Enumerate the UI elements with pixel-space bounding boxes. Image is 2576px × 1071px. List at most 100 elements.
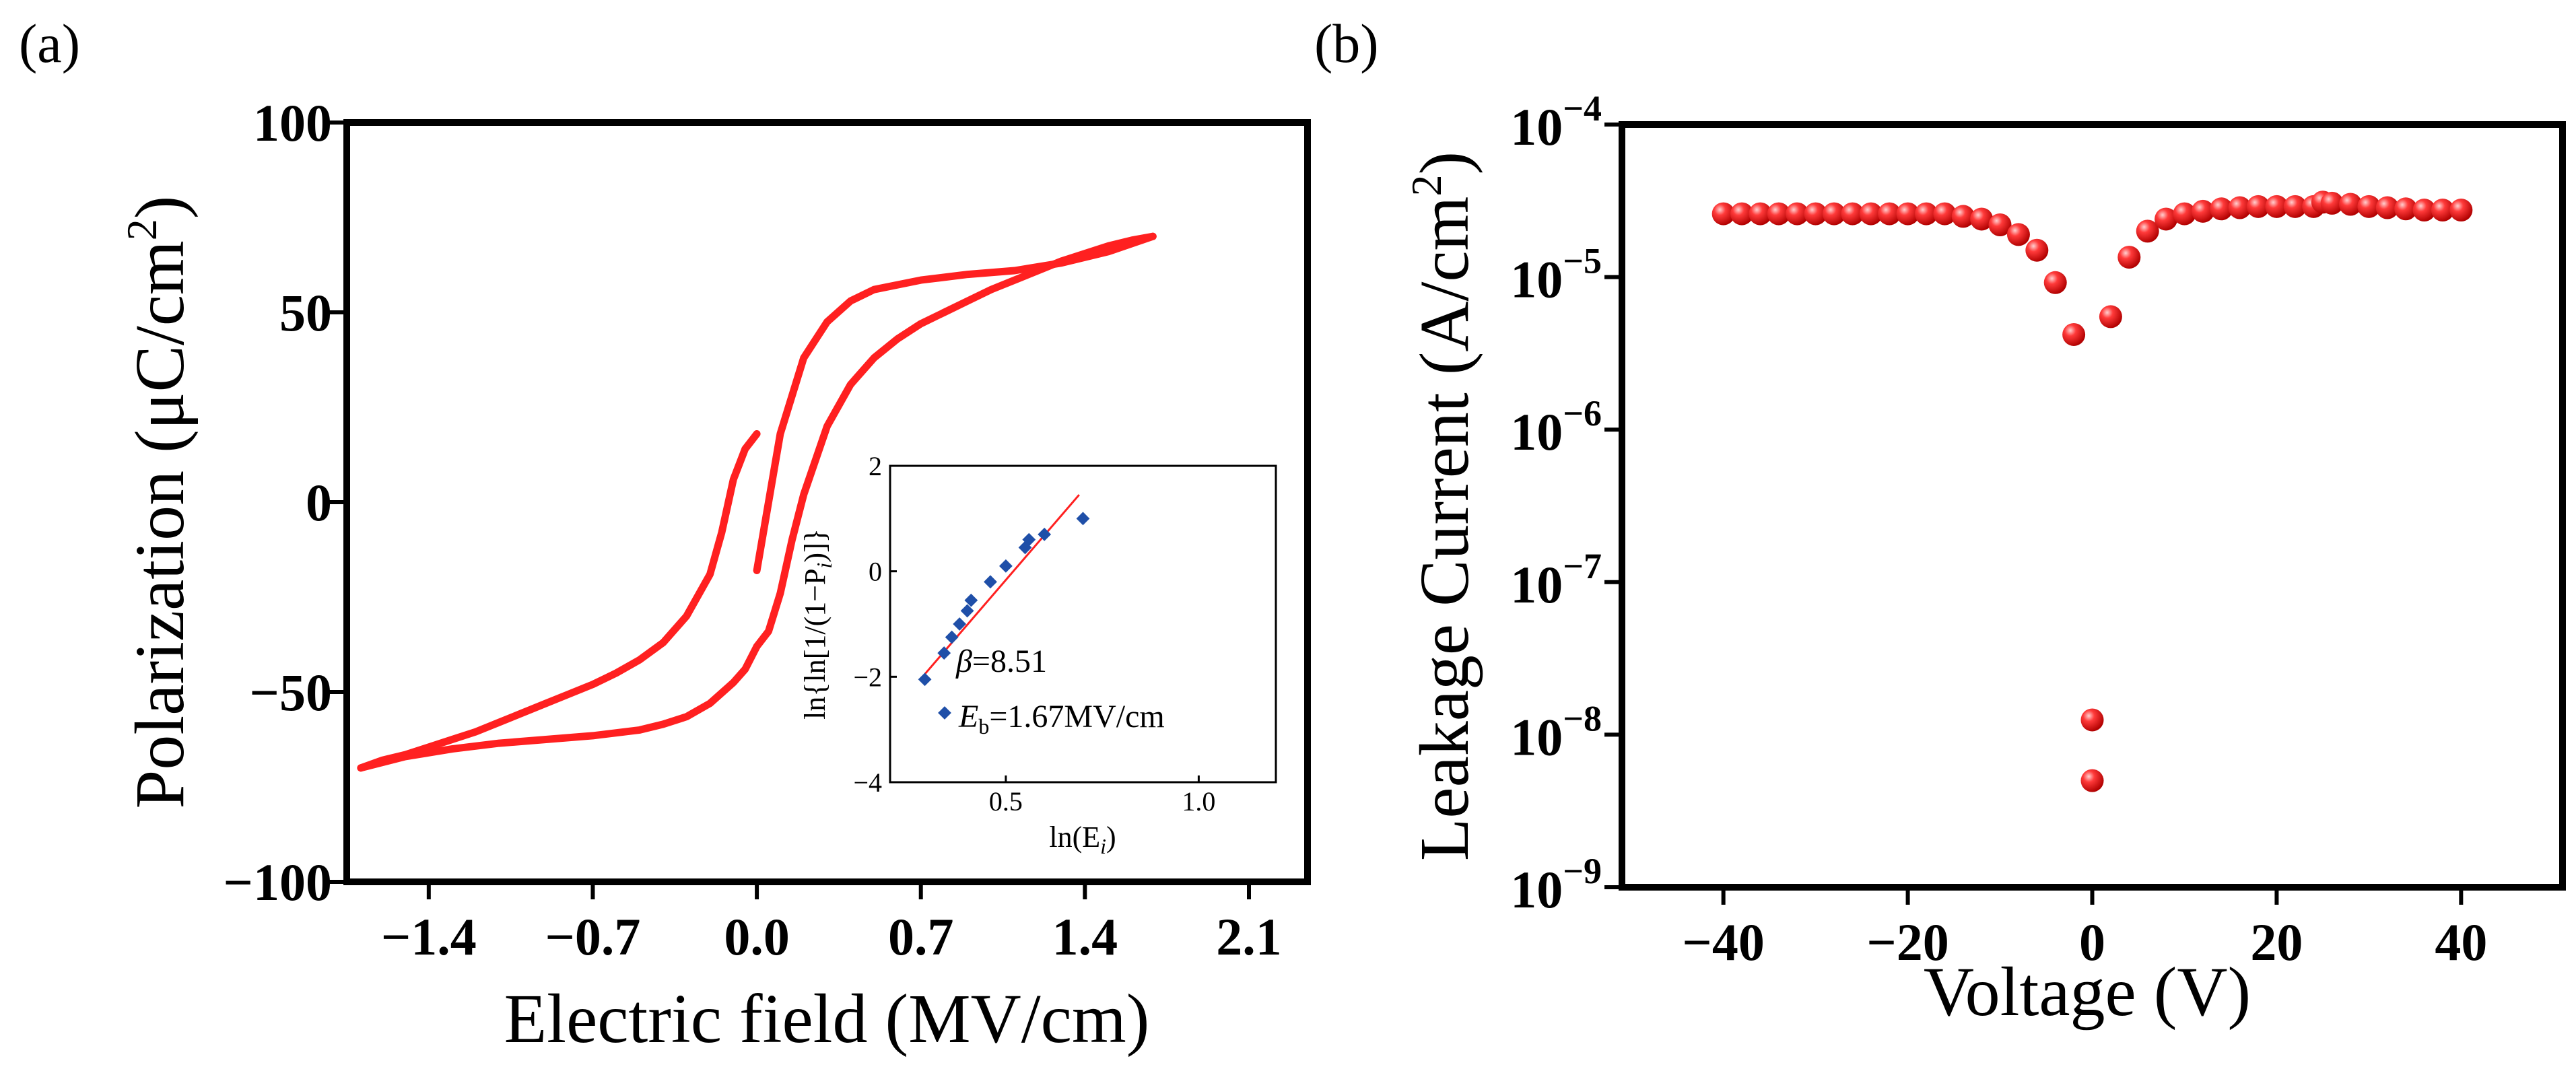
inset-weibull-plot: 0.5 1.0−4−202 β=8.51 Eb=1.67MV/cm ln(Ei) … xyxy=(799,451,1277,858)
leakage-data-point xyxy=(2173,202,2196,226)
hysteresis-branch-return-negative xyxy=(357,642,761,772)
inset-data-point xyxy=(1038,527,1052,541)
panel-a-y-axis-title: Polarization (μC/cm2) xyxy=(118,196,199,809)
x-tick-label: −0.7 xyxy=(545,907,640,966)
inset-y-tick-label: −4 xyxy=(853,767,882,798)
inset-eb-annotation: Eb=1.67MV/cm xyxy=(958,699,1165,738)
leakage-data-point xyxy=(2025,238,2049,262)
leakage-data-point xyxy=(1841,202,1864,226)
leakage-data-point xyxy=(2247,195,2270,218)
x-tick-label: −20 xyxy=(1866,913,1948,971)
leakage-data-point xyxy=(2357,195,2381,218)
x-tick-label: 20 xyxy=(2250,913,2303,971)
inset-marks xyxy=(918,494,1090,687)
panel-a-ticks: −1.4 −0.7 0.0 0.7 1.4 2.1 −100 −50 0 50 100 xyxy=(224,94,1282,966)
leakage-data-point xyxy=(2080,708,2104,732)
leakage-data-point xyxy=(2228,196,2251,219)
beta-symbol: β xyxy=(955,644,972,679)
leakage-data-point xyxy=(1823,202,1846,226)
leakage-data-point xyxy=(1988,213,2012,237)
panel-b-plot: −40 −20 0 20 40 10−9 10−8 10−7 10−6 10−5 10−4 Volt… xyxy=(1402,88,2566,1031)
x-tick-label: 0.0 xyxy=(724,907,790,966)
panel-a-plot: −1.4 −0.7 0.0 0.7 1.4 2.1 −100 −50 0 50 100 0.5 1.0… xyxy=(118,94,1311,1058)
leakage-data-point xyxy=(2320,191,2344,215)
leakage-data-point xyxy=(2394,197,2418,221)
panel-b-points xyxy=(1711,191,2473,792)
leakage-data-point xyxy=(1933,202,1957,226)
inset-data-point xyxy=(1022,532,1036,547)
panel-a-curves xyxy=(357,232,1157,772)
inset-x-tick-label: 0.5 xyxy=(989,786,1023,817)
leakage-data-point xyxy=(1767,202,1790,226)
inset-data-point xyxy=(960,604,974,618)
inset-x-axis-title: ln(Ei) xyxy=(1049,821,1116,858)
y-tick-label: 100 xyxy=(253,94,332,152)
y-tick-label: 10−4 xyxy=(1510,88,1602,156)
x-tick-label: −1.4 xyxy=(381,907,477,966)
leakage-data-point xyxy=(1896,202,1920,226)
inset-data-point xyxy=(945,630,959,644)
inset-x-tick-label: 1.0 xyxy=(1182,786,1215,817)
beta-value: =8.51 xyxy=(972,644,1047,679)
y-tick-label: 10−6 xyxy=(1510,393,1602,461)
leakage-data-point xyxy=(1914,202,1938,226)
leakage-data-point xyxy=(2043,271,2067,294)
inset-beta-annotation: β=8.51 xyxy=(955,644,1047,679)
panel-a-label: (a) xyxy=(19,13,80,74)
inset-y-tick-label: −2 xyxy=(853,662,882,692)
leakage-data-point xyxy=(1804,202,1827,226)
y-tick-label: 0 xyxy=(306,473,332,532)
x-tick-label: 2.1 xyxy=(1216,907,1282,966)
inset-data-point xyxy=(937,646,951,660)
inset-y-axis-title: ln{ln[1/(1−Pi)]} xyxy=(799,528,836,720)
leakage-data-point xyxy=(1859,202,1883,226)
leakage-data-point xyxy=(2412,199,2436,222)
leakage-data-point xyxy=(1786,202,1809,226)
panel-b-label: (b) xyxy=(1314,13,1379,74)
leakage-data-point xyxy=(2338,193,2362,216)
leakage-data-point xyxy=(1951,205,1975,228)
leakage-data-point xyxy=(2449,199,2473,222)
panel-a-x-axis-title: Electric field (MV/cm) xyxy=(504,980,1150,1058)
leakage-data-point xyxy=(2062,322,2086,346)
inset-data-point xyxy=(1076,512,1090,526)
y-tick-label: 10−8 xyxy=(1510,698,1602,766)
y-tick-label: 10−7 xyxy=(1510,546,1602,614)
panel-b-y-axis-title: Leakage Current (A/cm2) xyxy=(1402,151,1483,861)
x-tick-label: 40 xyxy=(2435,913,2487,971)
y-tick-label: 10−9 xyxy=(1510,851,1602,919)
eb-value: =1.67MV/cm xyxy=(989,699,1164,734)
leakage-data-point xyxy=(1730,202,1754,226)
y-tick-label: 50 xyxy=(279,283,332,342)
x-tick-label: 0 xyxy=(2079,913,2105,971)
leakage-data-point xyxy=(2006,223,2030,246)
x-tick-label: −40 xyxy=(1682,913,1764,971)
leakage-data-point xyxy=(1749,202,1772,226)
inset-data-point xyxy=(953,617,967,631)
inset-y-tick-label: 0 xyxy=(869,557,882,587)
inset-data-point xyxy=(999,559,1013,573)
leakage-data-point xyxy=(2375,196,2399,219)
y-tick-label: −50 xyxy=(250,663,332,722)
inset-data-point xyxy=(918,672,932,687)
y-tick-label: −100 xyxy=(224,853,332,911)
leakage-data-point xyxy=(1970,207,1994,231)
leakage-data-point xyxy=(1711,202,1735,226)
eb-sub: b xyxy=(978,714,989,738)
inset-fit-line xyxy=(924,494,1080,675)
leakage-data-point xyxy=(2080,769,2104,792)
leakage-data-point xyxy=(2265,195,2289,218)
panel-b-x-axis-title: Voltage (V) xyxy=(1924,953,2251,1031)
leakage-data-point xyxy=(2136,219,2159,243)
leakage-data-point xyxy=(2155,207,2178,231)
inset-y-tick-label: 2 xyxy=(869,451,882,481)
inset-data-point xyxy=(964,593,978,607)
leakage-data-point xyxy=(2099,305,2122,329)
inset-legend-marker xyxy=(938,706,951,720)
inset-data-point xyxy=(984,575,997,589)
eb-symbol: E xyxy=(958,699,978,734)
x-tick-label: 1.4 xyxy=(1052,907,1118,966)
leakage-data-point xyxy=(2210,197,2233,221)
y-tick-label: 10−5 xyxy=(1510,241,1602,309)
